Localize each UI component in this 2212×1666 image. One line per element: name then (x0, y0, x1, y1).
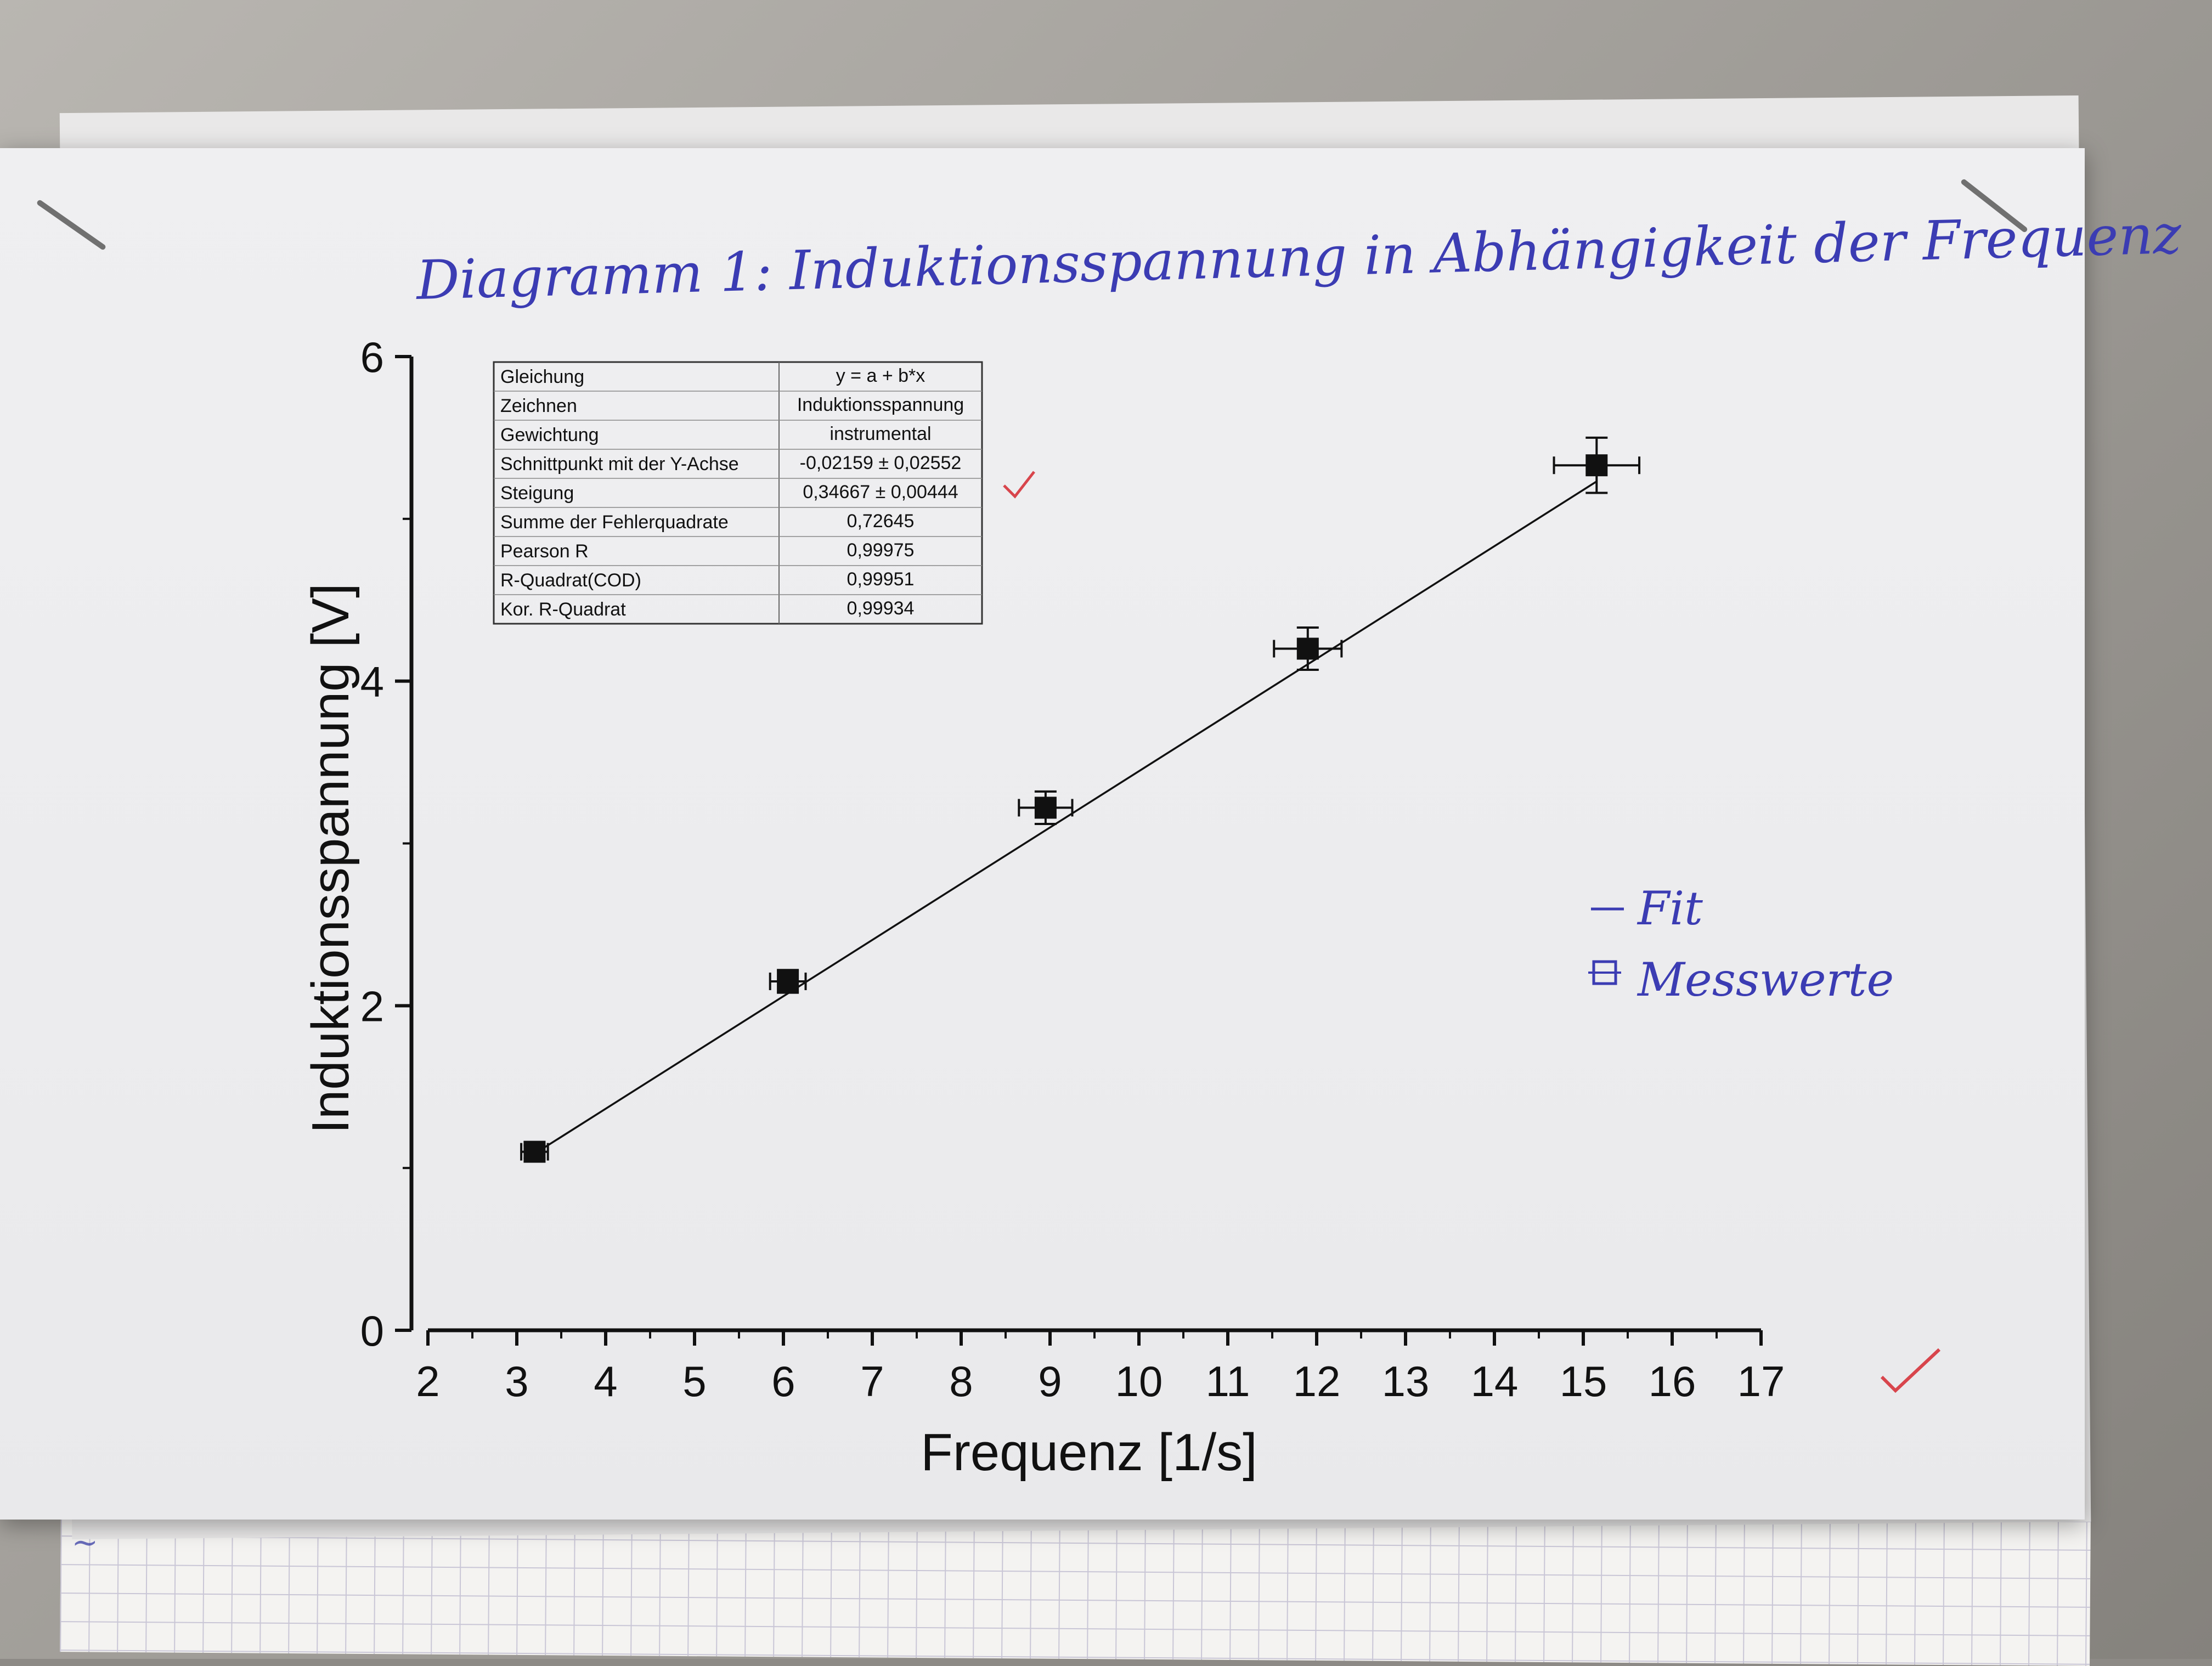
x-tick-label: 7 (860, 1357, 884, 1405)
fit-line-segment (534, 481, 1598, 1155)
data-point (523, 1140, 546, 1163)
fit-line (534, 481, 1598, 1155)
data-point (1034, 797, 1057, 819)
legend-label: Fit (1637, 882, 1703, 935)
data-point (1296, 637, 1319, 660)
stats-label: R-Quadrat(COD) (500, 570, 641, 591)
stats-label: Zeichnen (500, 396, 577, 416)
stats-label: Summe der Fehlerquadrate (500, 512, 729, 533)
stats-value: Induktionsspannung (797, 394, 964, 415)
stats-label: Schnittpunkt mit der Y-Achse (500, 454, 739, 475)
x-tick-label: 6 (771, 1357, 795, 1405)
x-tick-label: 16 (1649, 1357, 1696, 1405)
stats-value: 0,99951 (847, 569, 915, 590)
y-tick-label: 0 (360, 1307, 384, 1355)
stats-label: Steigung (500, 483, 574, 504)
y-tick-label: 6 (360, 333, 384, 381)
x-tick-label: 15 (1560, 1357, 1607, 1405)
stats-value: y = a + b*x (836, 365, 926, 386)
stats-value: 0,99934 (847, 598, 915, 619)
stats-value: 0,99975 (847, 540, 915, 561)
x-tick-label: 8 (949, 1357, 973, 1405)
y-tick-label: 2 (360, 982, 384, 1030)
y-tick-label: 4 (360, 658, 384, 706)
x-tick-label: 11 (1206, 1357, 1250, 1405)
check-mark-icon (1880, 1348, 1941, 1393)
stats-value: instrumental (830, 423, 931, 444)
legend-label: Messwerte (1637, 953, 1894, 1007)
x-tick-label: 17 (1737, 1357, 1785, 1405)
stats-value: 0,72645 (847, 511, 915, 532)
stats-label: Pearson R (500, 541, 589, 562)
stats-value: 0,34667 ± 0,00444 (803, 482, 958, 502)
y-axis-label: Induktionsspannung [V] (301, 583, 360, 1133)
handwritten-legend: Fit Messwerte (1588, 882, 1894, 1007)
handwritten-title: Diagramm 1: Induktionsspannung in Abhäng… (415, 204, 2183, 312)
x-axis-label: Frequenz [1/s] (921, 1423, 1257, 1482)
stats-label: Gleichung (500, 366, 584, 387)
x-tick-label: 4 (594, 1357, 617, 1405)
x-tick-label: 2 (416, 1357, 439, 1405)
data-point (1585, 454, 1608, 477)
paper-sheet (0, 148, 2085, 1520)
x-tick-label: 9 (1038, 1357, 1062, 1405)
stats-label: Gewichtung (500, 425, 599, 445)
stats-value: -0,02159 ± 0,02552 (800, 453, 962, 473)
x-tick-label: 13 (1382, 1357, 1430, 1405)
x-tick-label: 10 (1115, 1357, 1163, 1405)
data-point (777, 970, 799, 992)
x-tick-label: 14 (1471, 1357, 1519, 1405)
x-tick-label: 12 (1293, 1357, 1341, 1405)
stats-table-border (493, 361, 983, 625)
check-mark-icon (1003, 471, 1035, 499)
stats-table: Gleichung y = a + b*x Zeichnen Induktionssp… (493, 361, 983, 625)
data-points (520, 436, 1641, 1163)
stats-label: Kor. R-Quadrat (500, 599, 626, 620)
x-tick-label: 3 (505, 1357, 528, 1405)
x-tick-label: 5 (682, 1357, 706, 1405)
